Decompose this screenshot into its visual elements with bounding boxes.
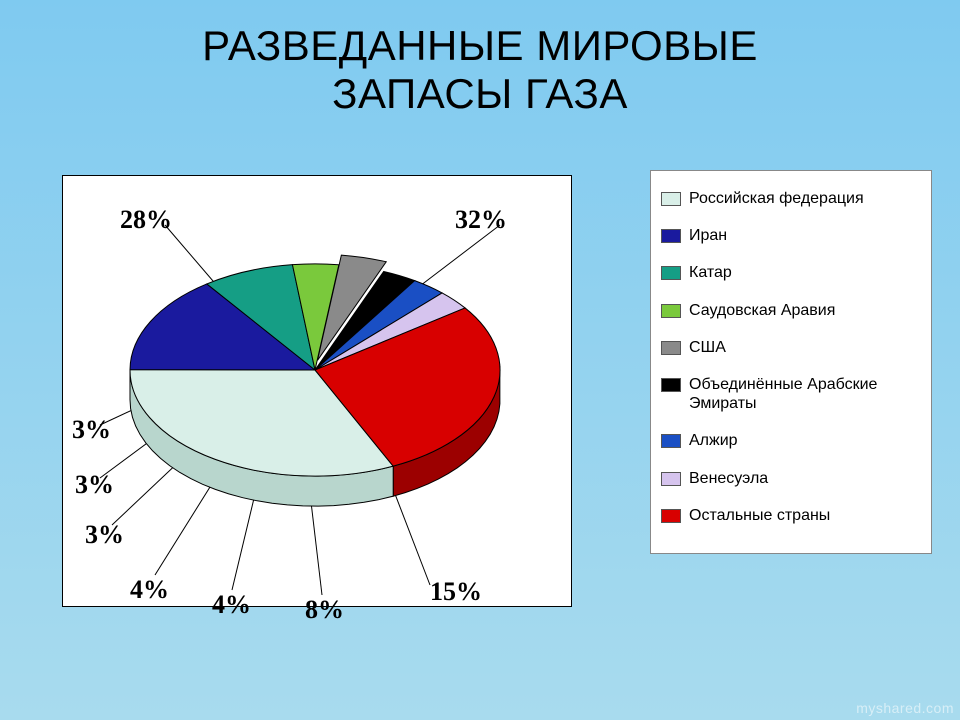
callout: 4% (130, 575, 169, 605)
legend-item: Объединённые Арабские Эмираты (661, 375, 921, 413)
legend-swatch (661, 229, 681, 243)
title-line-2: ЗАПАСЫ ГАЗА (332, 70, 628, 117)
legend-label: Катар (689, 263, 732, 282)
legend-item: Остальные страны (661, 506, 921, 525)
callout: 3% (85, 520, 124, 550)
legend-label: Алжир (689, 431, 738, 450)
legend-item: Иран (661, 226, 921, 245)
legend-label: Саудовская Аравия (689, 301, 835, 320)
legend-item: США (661, 338, 921, 357)
page-title: РАЗВЕДАННЫЕ МИРОВЫЕ ЗАПАСЫ ГАЗА (0, 0, 960, 119)
legend-item: Саудовская Аравия (661, 301, 921, 320)
legend-label: Иран (689, 226, 727, 245)
callout: 15% (430, 577, 482, 607)
legend-swatch (661, 509, 681, 523)
legend-swatch (661, 341, 681, 355)
callout: 3% (72, 415, 111, 445)
callout: 28% (120, 205, 172, 235)
legend-label: Венесуэла (689, 469, 768, 488)
legend-label: Российская федерация (689, 189, 864, 208)
pie-chart (80, 220, 550, 570)
legend-label: США (689, 338, 726, 357)
legend-item: Венесуэла (661, 469, 921, 488)
legend-swatch (661, 378, 681, 392)
title-line-1: РАЗВЕДАННЫЕ МИРОВЫЕ (202, 22, 758, 69)
callout: 3% (75, 470, 114, 500)
callout: 32% (455, 205, 507, 235)
legend-swatch (661, 434, 681, 448)
callout: 8% (305, 595, 344, 625)
watermark: myshared.com (856, 700, 954, 716)
legend-swatch (661, 304, 681, 318)
legend-item: Катар (661, 263, 921, 282)
legend-item: Алжир (661, 431, 921, 450)
legend-item: Российская федерация (661, 189, 921, 208)
legend-swatch (661, 192, 681, 206)
legend: Российская федерация Иран Катар Саудовская … (650, 170, 932, 554)
legend-label: Объединённые Арабские Эмираты (689, 375, 921, 413)
legend-swatch (661, 472, 681, 486)
callout: 4% (212, 590, 251, 620)
legend-label: Остальные страны (689, 506, 830, 525)
legend-swatch (661, 266, 681, 280)
